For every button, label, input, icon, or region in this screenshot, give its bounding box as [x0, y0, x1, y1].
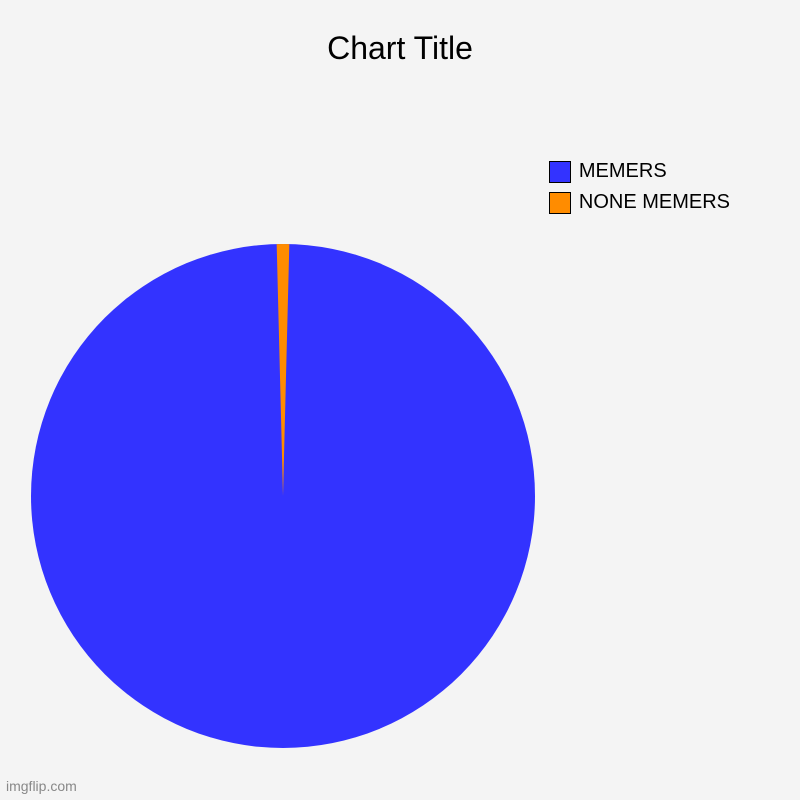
pie-svg: [31, 244, 535, 748]
legend-item: NONE MEMERS: [549, 191, 730, 214]
watermark: imgflip.com: [6, 778, 77, 794]
pie-chart: [31, 244, 535, 753]
legend: MEMERS NONE MEMERS: [549, 160, 730, 222]
chart-container: Chart Title MEMERS NONE MEMERS imgflip.c…: [0, 0, 800, 800]
legend-label: MEMERS: [579, 160, 667, 183]
legend-swatch-memers: [549, 161, 571, 183]
legend-label: NONE MEMERS: [579, 191, 730, 214]
chart-title: Chart Title: [327, 30, 473, 67]
legend-item: MEMERS: [549, 160, 730, 183]
legend-swatch-none-memers: [549, 192, 571, 214]
